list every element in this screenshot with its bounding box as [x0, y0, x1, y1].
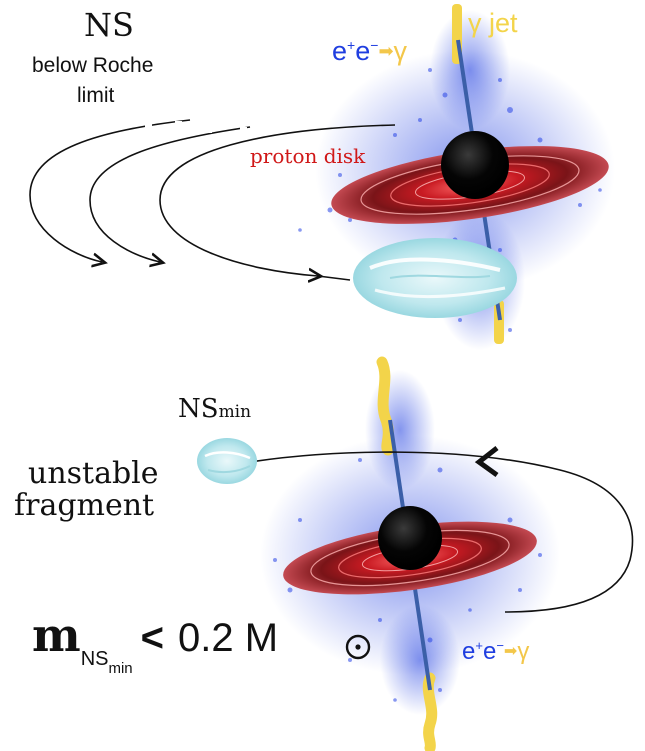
mass-sub-min: min [108, 660, 133, 677]
top-jet-lower [494, 300, 504, 344]
mass-inequality: mNSmin < 0.2 M [32, 608, 278, 677]
mass-sub-ns: NS [80, 648, 109, 670]
top-ns-fragment [353, 238, 517, 318]
bottom-pair-label: e+e−➡γ [462, 638, 529, 666]
bottom-pair-gamma: γ [517, 638, 530, 665]
top-disk-label: proton disk [250, 144, 366, 168]
ns-title: NS [84, 6, 134, 44]
mass-value: 0.2 M [178, 616, 279, 660]
bottom-pair-speckles [273, 458, 542, 702]
top-pair-arrow-icon: ➡ [378, 41, 394, 61]
solar-mass-symbol-icon [345, 634, 371, 660]
top-pair-e2: e [355, 36, 371, 66]
top-pair-label: e+e−➡γ [332, 36, 407, 67]
fragment-label-line1: unstable [28, 456, 159, 491]
ns-min-sub: min [218, 402, 252, 422]
bottom-jet-lower [422, 672, 438, 751]
top-panel [29, 4, 615, 350]
bottom-pair-e1: e [462, 638, 476, 665]
fragment-label-line2: fragment [14, 488, 155, 523]
top-orbit-dashes [145, 121, 247, 133]
top-pair-plus: + [347, 37, 356, 53]
mass-rel: < [140, 616, 165, 660]
top-pair-minus: − [370, 37, 379, 53]
ns-subtitle-line2: limit [77, 84, 115, 107]
bottom-orbit [249, 451, 634, 613]
top-pair-e1: e [332, 36, 348, 66]
bottom-fragment-blob [197, 438, 257, 484]
top-jet-label: γ jet [468, 8, 518, 38]
ns-subtitle-line1: below Roche [32, 54, 154, 77]
bottom-pair-arrow-icon: ➡ [503, 643, 518, 660]
bottom-panel [197, 356, 634, 751]
top-pair-gamma: γ [393, 36, 408, 66]
top-orbit-arcs [29, 119, 396, 280]
bottom-pair-minus: − [496, 638, 504, 653]
top-black-hole [441, 131, 509, 199]
bottom-pair-plus: + [475, 638, 483, 653]
mass-m: m [32, 608, 81, 662]
bottom-jet-upper [376, 356, 394, 456]
ns-min-base: NS [178, 394, 219, 424]
bottom-pair-e2: e [482, 638, 497, 665]
ns-min-label: NSmin [178, 394, 251, 424]
bottom-black-hole [378, 506, 442, 570]
bottom-orbit-arrow-icon [474, 446, 499, 478]
